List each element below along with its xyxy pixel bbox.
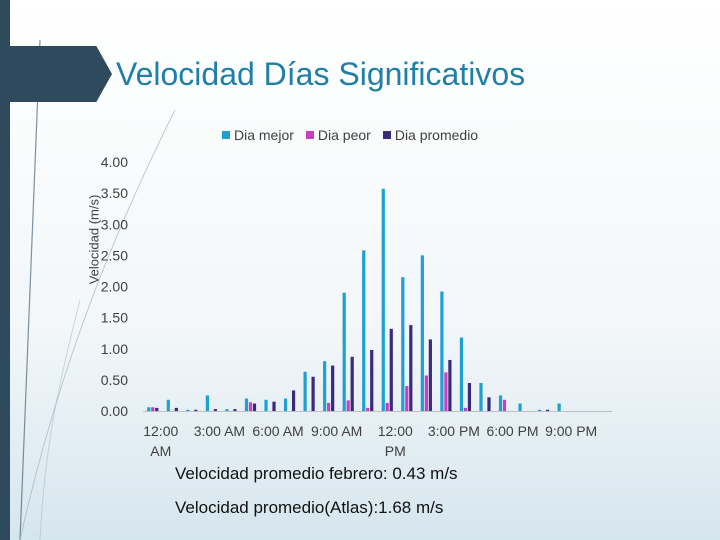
bar-dia-mejor <box>342 292 346 411</box>
bar-dia-peor <box>346 400 350 411</box>
bar-dia-promedio <box>370 349 374 411</box>
bar-dia-promedio <box>428 339 432 411</box>
bar-dia-peor <box>248 402 253 411</box>
legend-swatch-dia-peor <box>305 131 314 139</box>
bar-dia-promedio <box>272 401 276 411</box>
legend-item-dia-mejor: Dia mejor <box>222 127 294 143</box>
bar-dia-peor <box>463 407 468 411</box>
bar-dia-promedio <box>546 409 550 411</box>
bar-dia-promedio <box>194 409 198 411</box>
bar-dia-mejor <box>498 395 503 411</box>
bar-dia-mejor <box>381 188 385 411</box>
y-tick-label: 2.00 <box>101 279 128 295</box>
y-tick-label: 0.50 <box>101 372 128 388</box>
bar-dia-mejor <box>538 409 542 411</box>
bar-dia-mejor <box>244 398 249 411</box>
bar-dia-promedio <box>389 328 393 411</box>
legend-swatch-dia-mejor <box>222 131 230 139</box>
bar-dia-peor <box>366 407 370 411</box>
bar-dia-promedio <box>409 325 413 411</box>
bar-dia-mejor <box>147 407 151 411</box>
y-tick-label: 0.00 <box>101 403 128 419</box>
legend-swatch-dia-promedio <box>382 131 391 139</box>
legend-label-dia-promedio: Dia promedio <box>394 127 479 143</box>
bar-dia-peor <box>151 407 155 411</box>
chart-legend: Dia mejor Dia peor Dia promedio <box>222 127 478 143</box>
y-tick-label: 1.00 <box>101 341 128 357</box>
bar-dia-promedio <box>252 403 257 411</box>
bar-dia-promedio <box>487 397 491 411</box>
y-tick-label: 3.50 <box>101 185 128 201</box>
bar-dia-mejor <box>166 399 170 411</box>
bar-dia-promedio <box>174 407 178 411</box>
legend-label-dia-mejor: Dia mejor <box>234 127 294 143</box>
bar-dia-promedio <box>467 382 472 411</box>
bar-dia-mejor <box>479 382 483 411</box>
legend-item-dia-promedio: Dia promedio <box>382 127 479 143</box>
bar-dia-peor <box>444 372 448 411</box>
bar-dia-peor <box>405 386 409 411</box>
x-tick-label: 6:00 AM <box>252 423 303 439</box>
bar-dia-mejor <box>323 361 327 411</box>
bar-dia-promedio <box>291 390 296 411</box>
x-tick-label: 9:00 PM <box>545 423 597 439</box>
title-accent-tab <box>0 46 112 102</box>
bar-dia-mejor <box>362 250 366 411</box>
x-tick-label: 3:00 AM <box>194 423 245 439</box>
x-tick-label-line2: PM <box>385 443 406 459</box>
bar-dia-mejor <box>401 277 405 411</box>
note-atlas-average: Velocidad promedio(Atlas):1.68 m/s <box>175 498 444 517</box>
note-february-average: Velocidad promedio febrero: 0.43 m/s <box>175 464 458 483</box>
x-tick-label: 9:00 AM <box>311 423 362 439</box>
bar-dia-mejor <box>205 395 209 411</box>
y-axis-ticks: 0.00 0.50 1.00 1.50 2.00 2.50 3.00 3.50 4.00 <box>101 154 128 419</box>
bar-dia-promedio <box>448 359 452 411</box>
y-tick-label: 4.00 <box>101 154 128 170</box>
x-tick-label: 12:00 <box>378 423 413 439</box>
x-axis-ticks: 12:00 AM 3:00 AM 6:00 AM 9:00 AM 12:00 PM 3:00 … <box>143 423 597 459</box>
legend-item-dia-peor: Dia peor <box>305 127 371 143</box>
legend-label-dia-peor: Dia peor <box>317 127 371 143</box>
bar-dia-mejor <box>420 255 424 411</box>
bar-dia-promedio <box>213 409 217 411</box>
x-tick-label: 6:00 PM <box>486 423 538 439</box>
x-tick-label: 3:00 PM <box>428 423 480 439</box>
bar-dia-peor <box>385 402 389 411</box>
bar-dia-mejor <box>557 403 561 411</box>
bar-dia-promedio <box>350 356 354 411</box>
bar-dia-promedio <box>331 365 335 411</box>
bar-dia-peor <box>502 399 507 411</box>
bar-dia-promedio <box>155 407 159 411</box>
bar-dia-mejor <box>303 371 307 411</box>
y-tick-label: 3.00 <box>101 216 128 232</box>
y-tick-label: 2.50 <box>101 247 128 263</box>
bar-dia-mejor <box>225 409 229 411</box>
bar-dia-mejor <box>440 291 444 411</box>
x-tick-label-line2: AM <box>150 443 171 459</box>
slide-title: Velocidad Días Significativos <box>116 56 526 92</box>
y-tick-label: 1.50 <box>101 310 128 326</box>
bar-dia-peor <box>327 402 331 411</box>
x-tick-label: 12:00 <box>143 423 178 439</box>
chart-bars <box>147 188 561 411</box>
bar-dia-promedio <box>311 376 315 411</box>
bar-dia-mejor <box>518 403 522 411</box>
bar-dia-peor <box>424 375 428 411</box>
left-accent-bar <box>0 0 10 540</box>
bar-dia-mejor <box>283 398 288 411</box>
bar-dia-mejor <box>264 399 268 411</box>
bar-dia-mejor <box>186 409 190 411</box>
bar-dia-mejor <box>459 337 464 411</box>
bar-dia-promedio <box>233 409 237 411</box>
